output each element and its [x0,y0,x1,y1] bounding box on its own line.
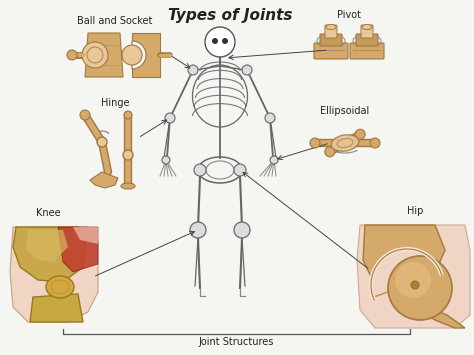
Polygon shape [26,230,68,262]
Circle shape [190,222,206,238]
FancyBboxPatch shape [356,34,378,46]
Circle shape [122,45,142,65]
Polygon shape [132,33,160,77]
Text: Hinge: Hinge [101,98,129,108]
Polygon shape [30,294,83,322]
FancyBboxPatch shape [320,34,342,46]
Ellipse shape [326,24,336,29]
Polygon shape [13,227,86,282]
Circle shape [411,281,419,289]
Circle shape [370,138,380,148]
Circle shape [395,262,431,298]
Text: Pivot: Pivot [337,10,361,20]
Circle shape [165,113,175,123]
Circle shape [270,156,278,164]
Circle shape [67,50,77,60]
Polygon shape [357,225,470,328]
Polygon shape [85,33,123,77]
Text: Knee: Knee [36,208,60,218]
Wedge shape [372,250,442,297]
Circle shape [123,150,133,160]
Ellipse shape [331,135,359,151]
Polygon shape [10,227,98,322]
Circle shape [388,256,452,320]
Circle shape [188,65,198,75]
Circle shape [162,156,170,164]
Wedge shape [132,41,146,69]
Circle shape [310,138,320,148]
Polygon shape [363,225,445,295]
Polygon shape [90,172,118,188]
Circle shape [82,42,108,68]
Ellipse shape [46,276,74,298]
FancyBboxPatch shape [361,25,373,38]
Circle shape [325,147,335,157]
Polygon shape [58,227,98,272]
FancyBboxPatch shape [350,43,384,59]
Circle shape [234,164,246,176]
Circle shape [205,27,235,57]
Circle shape [355,129,365,139]
Circle shape [80,110,90,120]
Circle shape [234,222,250,238]
Polygon shape [73,227,98,244]
Circle shape [265,113,275,123]
Ellipse shape [362,24,372,29]
Circle shape [222,38,228,44]
Circle shape [194,164,206,176]
FancyBboxPatch shape [314,43,348,59]
Text: Joint Structures: Joint Structures [199,337,274,347]
Text: Hip: Hip [407,206,423,216]
Text: Ball and Socket: Ball and Socket [77,16,153,26]
Circle shape [124,111,132,119]
Circle shape [242,65,252,75]
FancyBboxPatch shape [325,25,337,38]
Text: Ellipsoidal: Ellipsoidal [320,106,370,116]
Ellipse shape [121,183,135,189]
Text: Types of Joints: Types of Joints [168,8,292,23]
Circle shape [212,38,218,44]
Circle shape [97,137,107,147]
Polygon shape [423,308,465,328]
